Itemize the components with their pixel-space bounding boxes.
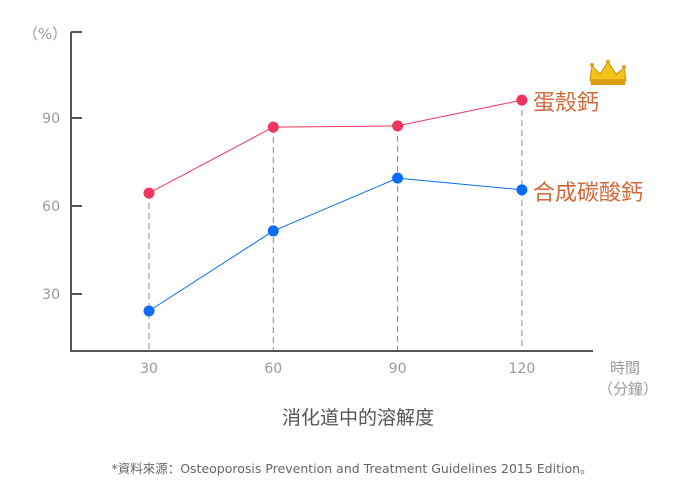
y-tick-label: 60 bbox=[42, 199, 60, 215]
data-point bbox=[516, 94, 528, 106]
series-line bbox=[148, 99, 523, 194]
series-label: 合成碳酸鈣 bbox=[533, 181, 643, 206]
y-axis-label: （%） bbox=[23, 25, 67, 43]
data-point bbox=[143, 187, 155, 199]
y-tick-label: 90 bbox=[42, 111, 60, 127]
data-point bbox=[392, 120, 404, 132]
y-tick-label: 30 bbox=[42, 287, 60, 303]
x-tick-label: 60 bbox=[264, 361, 282, 377]
crown-icon bbox=[589, 60, 627, 85]
x-axis-unit: （分鐘） bbox=[598, 380, 658, 398]
x-tick-label: 90 bbox=[389, 361, 407, 377]
chart-title: 消化道中的溶解度 bbox=[282, 407, 434, 429]
x-axis-label: 時間 bbox=[610, 359, 640, 377]
x-tick-label: 120 bbox=[509, 361, 536, 377]
data-point bbox=[267, 121, 279, 133]
data-point bbox=[516, 184, 528, 196]
data-point bbox=[267, 225, 279, 237]
source-note: *資料來源：Osteoporosis Prevention and Treatm… bbox=[111, 461, 592, 476]
data-point bbox=[143, 305, 155, 317]
series-label: 蛋殼鈣 bbox=[533, 91, 599, 116]
series-line bbox=[148, 177, 522, 312]
data-point bbox=[392, 172, 404, 184]
x-tick-label: 30 bbox=[140, 361, 158, 377]
